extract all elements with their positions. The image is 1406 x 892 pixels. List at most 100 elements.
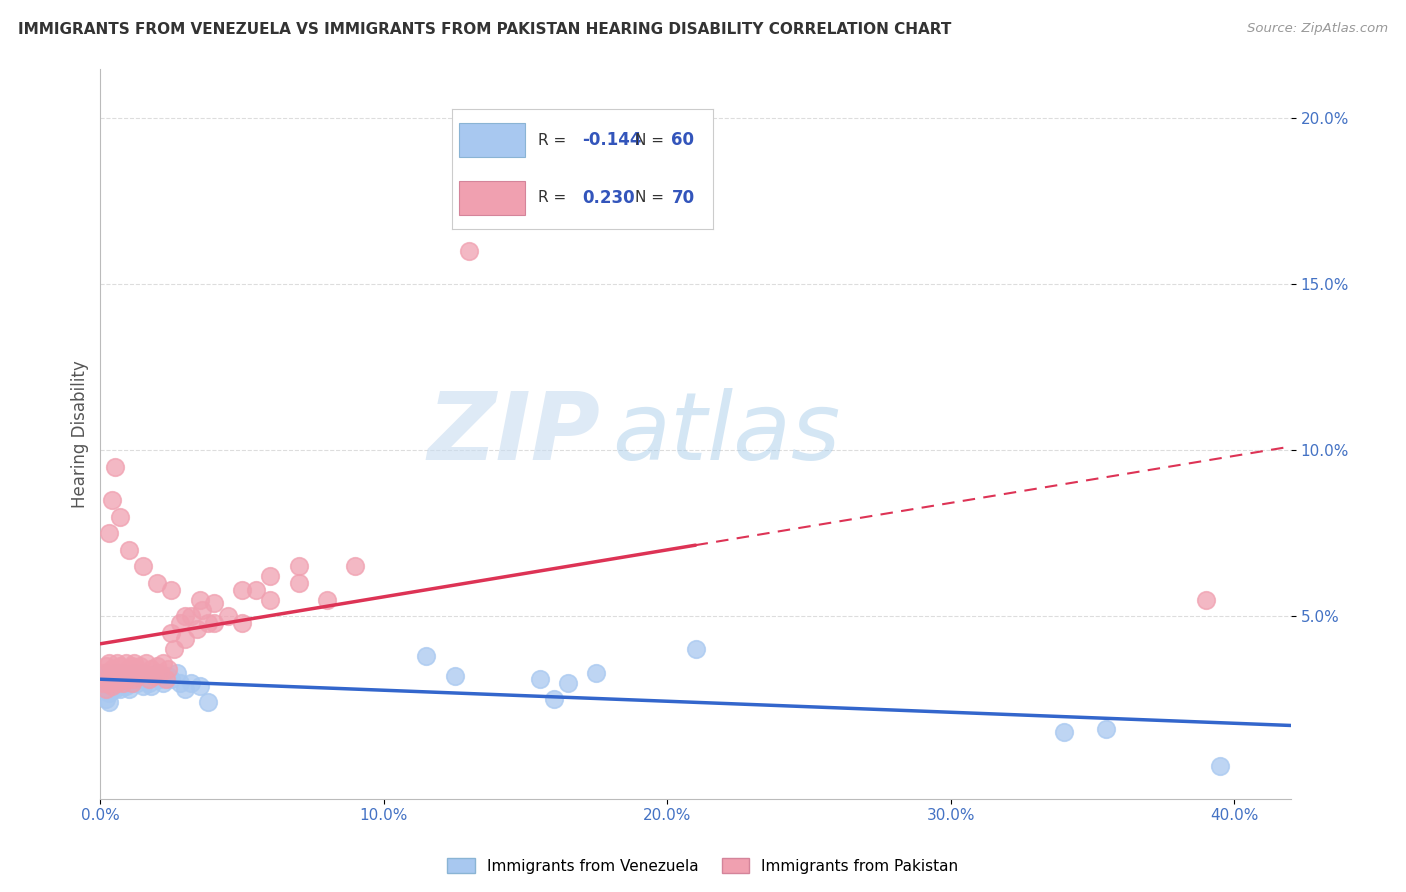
Point (287, 576, 309, 591)
Point (105, 675, 128, 690)
Point (287, 559, 309, 574)
Point (103, 682, 125, 697)
Point (97, 679, 120, 693)
Point (1209, 758, 1232, 772)
Point (118, 682, 141, 697)
Point (91, 675, 114, 690)
Point (155, 673, 177, 687)
Text: ZIP: ZIP (427, 388, 600, 480)
Point (97, 675, 120, 690)
Point (121, 659, 143, 673)
Point (129, 659, 152, 673)
Point (127, 669, 149, 683)
Point (141, 679, 163, 693)
Point (166, 665, 188, 680)
Point (97, 673, 120, 687)
Point (124, 656, 146, 670)
Text: IMMIGRANTS FROM VENEZUELA VS IMMIGRANTS FROM PAKISTAN HEARING DISABILITY CORRELA: IMMIGRANTS FROM VENEZUELA VS IMMIGRANTS … (18, 22, 952, 37)
Point (132, 559, 155, 574)
Point (685, 642, 707, 657)
Point (115, 673, 138, 687)
Point (186, 623, 208, 637)
Point (115, 673, 138, 687)
Point (124, 673, 146, 687)
Point (169, 615, 191, 630)
Point (97, 669, 120, 683)
Point (94, 692, 117, 706)
Point (103, 665, 125, 680)
Text: Source: ZipAtlas.com: Source: ZipAtlas.com (1247, 22, 1388, 36)
Point (557, 675, 579, 690)
Point (94, 682, 117, 697)
Point (97, 656, 120, 670)
Point (152, 656, 174, 670)
Point (149, 673, 172, 687)
Point (91, 682, 114, 697)
Point (146, 659, 169, 673)
Point (191, 602, 214, 616)
Point (118, 669, 141, 683)
Point (115, 656, 138, 670)
Point (118, 662, 141, 676)
Point (457, 244, 479, 258)
Point (103, 665, 125, 680)
Point (141, 662, 163, 676)
Point (124, 673, 146, 687)
Point (97, 685, 120, 699)
Point (94, 682, 117, 697)
Point (124, 665, 146, 680)
Point (188, 679, 211, 693)
Point (105, 656, 128, 670)
Point (157, 669, 180, 683)
Point (152, 675, 174, 690)
Point (146, 576, 169, 591)
Point (118, 669, 141, 683)
Point (118, 542, 141, 557)
Point (127, 675, 149, 690)
Point (160, 582, 183, 597)
Point (169, 675, 191, 690)
Point (146, 665, 169, 680)
Point (1095, 722, 1118, 736)
Point (111, 665, 134, 680)
Point (135, 656, 157, 670)
Point (585, 665, 607, 680)
Point (138, 675, 160, 690)
Point (202, 615, 225, 630)
Point (91, 669, 114, 683)
Point (115, 679, 138, 693)
Point (129, 669, 152, 683)
Point (245, 582, 267, 597)
Point (174, 632, 197, 647)
Point (135, 673, 157, 687)
Point (103, 673, 125, 687)
Point (103, 459, 125, 474)
Point (443, 669, 465, 683)
Point (143, 669, 166, 683)
Point (259, 569, 281, 583)
Point (1053, 725, 1076, 739)
Point (100, 662, 122, 676)
Point (108, 673, 131, 687)
Point (174, 682, 197, 697)
Point (91, 665, 114, 680)
Point (100, 682, 122, 697)
Point (138, 673, 160, 687)
Point (149, 665, 172, 680)
Point (94, 665, 117, 680)
Point (163, 642, 186, 657)
Point (121, 675, 143, 690)
Point (316, 592, 339, 607)
Point (160, 625, 183, 640)
Point (143, 669, 166, 683)
Point (132, 679, 155, 693)
Point (108, 682, 131, 697)
Point (105, 675, 128, 690)
Point (97, 696, 120, 710)
Point (543, 692, 565, 706)
Point (1195, 592, 1218, 607)
Point (231, 582, 253, 597)
Point (103, 669, 125, 683)
Point (108, 673, 131, 687)
Point (108, 509, 131, 524)
